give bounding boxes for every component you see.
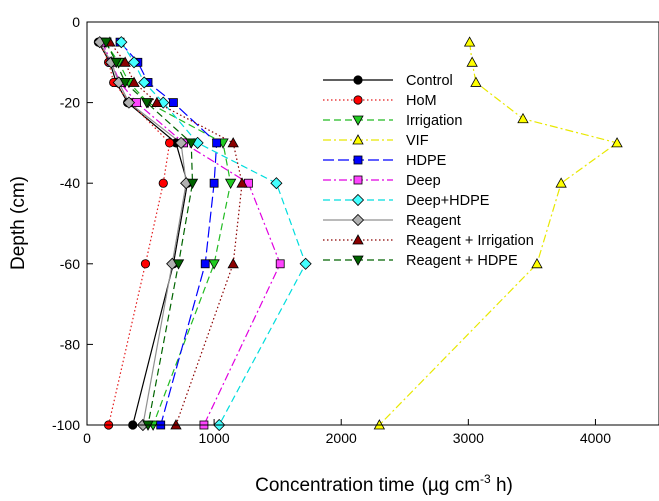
- series-markers: [93, 36, 623, 432]
- legend-marker-deep: [353, 175, 363, 185]
- legend-marker-hom: [353, 95, 363, 105]
- x-tick-label: 1000: [199, 430, 230, 446]
- data-point-reagent-hdpe: [119, 78, 131, 89]
- data-point-deep: [275, 259, 285, 269]
- y-tick-label: -100: [52, 417, 80, 433]
- y-tick-label: -40: [60, 175, 80, 191]
- legend-label-control: Control: [406, 73, 453, 89]
- legend-label-vif: VIF: [406, 133, 429, 149]
- x-axis-ticks: 0 1000 2000 3000 4000: [83, 419, 611, 446]
- data-point-reagent-hdpe: [185, 138, 197, 149]
- x-tick-label: 0: [83, 430, 91, 446]
- data-point-vif: [466, 56, 478, 67]
- legend-marker-reagent-hdpe: [352, 255, 364, 266]
- data-point-reagent-hdpe: [172, 259, 185, 270]
- data-point-deep-hdpe: [115, 36, 128, 49]
- x-axis-title: Concentration time (µg cm-3 h): [255, 472, 513, 496]
- data-point-deep-hdpe: [299, 257, 312, 270]
- series-line-irrigation: [104, 41, 232, 426]
- data-point-reagent-irrigation: [227, 137, 239, 148]
- legend-label-hom: HoM: [406, 93, 437, 109]
- data-point-reagent: [174, 136, 188, 149]
- data-point-reagent-hdpe: [110, 57, 122, 69]
- data-point-hom: [165, 138, 175, 148]
- legend-label-reagent: Reagent: [406, 213, 461, 229]
- data-point-hdpe: [212, 138, 222, 148]
- legend-marker-control: [353, 75, 363, 85]
- data-point-hdpe: [209, 178, 219, 188]
- x-tick-label: 4000: [580, 430, 611, 446]
- y-tick-label: -60: [60, 256, 80, 272]
- data-point-irrigation: [224, 178, 237, 190]
- legend-marker-irrigation: [352, 115, 364, 126]
- legend-label-deep-hdpe: Deep+HDPE: [406, 193, 490, 209]
- data-point-hom: [158, 178, 168, 188]
- data-point-deep-hdpe: [127, 56, 141, 69]
- data-point-deep-hdpe: [270, 177, 283, 190]
- data-point-vif: [611, 137, 623, 148]
- data-point-reagent-irrigation: [236, 177, 248, 188]
- legend-label-irrigation: Irrigation: [406, 113, 462, 129]
- data-point-reagent-irrigation: [227, 257, 239, 269]
- data-point-vif: [555, 177, 567, 188]
- plot-frame: [86, 21, 659, 426]
- x-tick-label: 2000: [326, 430, 357, 446]
- data-point-reagent-irrigation: [151, 96, 163, 107]
- data-point-reagent: [122, 96, 136, 109]
- data-point-vif: [470, 76, 482, 87]
- legend-label-reagent-hdpe: Reagent + HDPE: [406, 253, 518, 269]
- data-point-reagent-irrigation: [128, 76, 140, 87]
- y-axis-title: Depth (cm): [8, 176, 29, 270]
- y-tick-label: -80: [60, 336, 80, 352]
- legend-label-hdpe: HDPE: [406, 153, 447, 169]
- data-point-irrigation: [208, 259, 220, 270]
- legend-marker-reagent: [351, 213, 365, 227]
- data-point-reagent-hdpe: [141, 98, 153, 109]
- data-point-hdpe: [200, 259, 210, 269]
- legend-label-deep: Deep: [406, 173, 441, 189]
- data-point-vif: [463, 36, 476, 47]
- data-point-vif: [531, 257, 543, 269]
- legend-marker-vif: [352, 134, 364, 145]
- y-tick-label: 0: [72, 14, 80, 30]
- legend: Control HoM Irrigation VIF HDPE Deep Deep+HDPE…: [323, 73, 534, 269]
- data-point-hom: [140, 259, 151, 269]
- legend-marker-reagent-irrigation: [352, 234, 364, 245]
- series-line-deep: [101, 41, 281, 426]
- data-point-reagent-irrigation: [119, 56, 131, 67]
- data-point-hdpe: [169, 98, 178, 107]
- y-axis-ticks: 0 -20 -40 -60 -80 -100: [52, 14, 93, 433]
- data-point-vif: [517, 112, 529, 124]
- legend-label-reagent-irrigation: Reagent + Irrigation: [406, 233, 534, 249]
- data-point-deep-hdpe: [138, 76, 151, 89]
- x-tick-label: 3000: [453, 430, 484, 446]
- data-point-reagent-hdpe: [100, 37, 112, 48]
- legend-marker-deep-hdpe: [351, 193, 365, 207]
- y-tick-label: -20: [60, 95, 80, 111]
- legend-marker-hdpe: [353, 155, 363, 165]
- data-point-reagent-hdpe: [186, 178, 199, 190]
